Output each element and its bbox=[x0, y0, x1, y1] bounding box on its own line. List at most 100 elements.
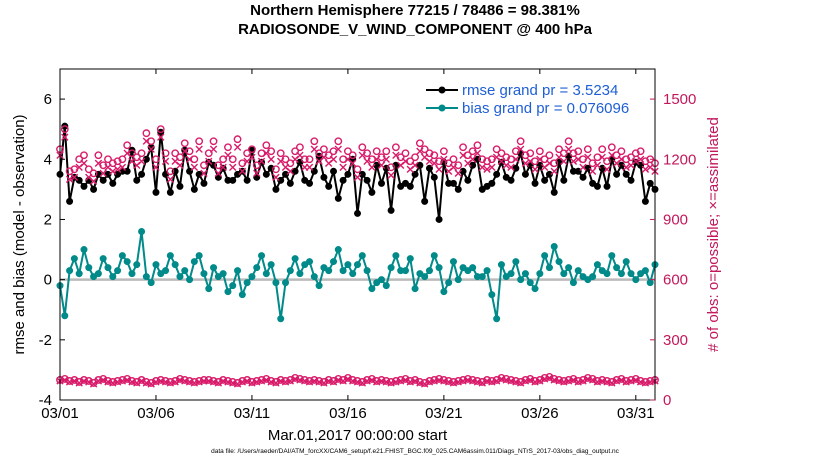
possible-obs-marker bbox=[190, 155, 199, 164]
legend-bias-marker bbox=[438, 104, 446, 112]
assimilated-obs-marker bbox=[440, 155, 448, 163]
cross-stroke bbox=[123, 149, 131, 157]
cross-stroke bbox=[636, 155, 645, 163]
cross-stroke bbox=[516, 379, 525, 387]
cross-stroke bbox=[507, 163, 515, 171]
possible-obs-marker-low bbox=[152, 377, 160, 385]
assimilated-obs-marker bbox=[152, 163, 160, 171]
assimilated-obs-marker bbox=[468, 155, 477, 163]
cross-stroke bbox=[459, 151, 467, 159]
rmse-point bbox=[277, 176, 285, 184]
cross-stroke bbox=[305, 163, 314, 171]
possible-obs-marker bbox=[492, 145, 501, 154]
cross-stroke bbox=[468, 155, 477, 163]
bias-point bbox=[507, 270, 515, 278]
assimilated-obs-marker bbox=[430, 159, 438, 167]
bias-point bbox=[85, 264, 93, 272]
cross-stroke bbox=[233, 143, 242, 151]
possible-obs-marker bbox=[152, 155, 160, 164]
assimilated-obs-marker bbox=[483, 165, 491, 173]
possible-obs-marker bbox=[123, 141, 132, 150]
cross-stroke bbox=[646, 163, 654, 171]
cross-stroke bbox=[560, 378, 568, 386]
possible-obs-marker bbox=[176, 153, 184, 162]
chart-subtitle: RADIOSONDE_V_WIND_COMPONENT @ 400 hPa bbox=[238, 21, 592, 38]
rmse-point bbox=[320, 173, 328, 181]
assimilated-obs-marker bbox=[137, 157, 146, 165]
assimilated-obs-marker-low bbox=[171, 378, 179, 386]
cross-stroke bbox=[85, 173, 93, 182]
possible-obs-marker bbox=[545, 151, 554, 160]
rmse-point bbox=[603, 182, 611, 190]
cross-stroke bbox=[65, 378, 74, 386]
bias-point bbox=[421, 273, 429, 281]
assimilated-obs-marker bbox=[387, 171, 395, 180]
bias-point bbox=[454, 276, 462, 284]
bias-point bbox=[80, 246, 88, 254]
assimilated-obs-marker-low bbox=[526, 376, 534, 384]
assimilated-obs-marker bbox=[123, 149, 131, 157]
assimilated-obs-marker bbox=[109, 167, 117, 176]
legend-bias-label: bias grand pr = 0.076096 bbox=[462, 100, 629, 117]
rmse-point bbox=[541, 176, 549, 184]
cross-stroke bbox=[641, 379, 650, 387]
bias-point bbox=[224, 288, 232, 296]
bias-point bbox=[569, 279, 577, 287]
rmse-point bbox=[589, 179, 597, 187]
assimilated-obs-marker bbox=[478, 163, 486, 171]
rmse-point bbox=[483, 182, 491, 190]
rmse-point bbox=[416, 161, 424, 169]
y-tick-label: 0 bbox=[44, 272, 52, 289]
cross-stroke bbox=[540, 375, 549, 383]
assimilated-obs-marker-low bbox=[344, 375, 352, 383]
bias-point bbox=[171, 261, 179, 269]
possible-obs-marker bbox=[353, 165, 362, 174]
cross-stroke bbox=[89, 177, 98, 186]
bias-point bbox=[449, 258, 457, 266]
plot-frame bbox=[59, 68, 656, 401]
cross-stroke bbox=[181, 147, 189, 155]
possible-obs-marker bbox=[243, 149, 252, 158]
cross-stroke bbox=[593, 161, 602, 169]
possible-obs-marker bbox=[171, 149, 180, 158]
cross-stroke bbox=[329, 155, 338, 163]
assimilated-obs-marker-low bbox=[329, 378, 338, 386]
cross-stroke bbox=[420, 380, 429, 388]
bias-point bbox=[200, 270, 208, 278]
assimilated-obs-marker bbox=[89, 177, 98, 186]
assimilated-obs-marker-low bbox=[233, 380, 242, 388]
rmse-point bbox=[272, 185, 280, 193]
x-tick-label: 03/26 bbox=[521, 405, 559, 422]
bias-point bbox=[574, 267, 582, 275]
bias-point bbox=[435, 264, 443, 272]
possible-obs-marker-low bbox=[238, 377, 247, 385]
cross-stroke bbox=[617, 376, 626, 384]
possible-obs-marker bbox=[574, 147, 583, 156]
cross-stroke bbox=[560, 157, 568, 165]
rmse-point bbox=[622, 170, 630, 178]
bias-point bbox=[598, 267, 606, 275]
bias-point bbox=[603, 270, 611, 278]
bias-point bbox=[186, 276, 194, 284]
cross-stroke bbox=[420, 153, 429, 161]
cross-stroke bbox=[305, 378, 314, 386]
rmse-point bbox=[190, 185, 198, 193]
cross-stroke bbox=[564, 377, 573, 385]
bias-point bbox=[262, 270, 270, 278]
cross-stroke bbox=[406, 378, 414, 386]
assimilated-obs-marker bbox=[229, 163, 237, 171]
possible-obs-marker bbox=[612, 151, 621, 160]
possible-obs-marker bbox=[286, 159, 295, 168]
possible-obs-marker bbox=[387, 163, 395, 172]
possible-obs-marker bbox=[200, 161, 208, 170]
cross-stroke bbox=[372, 155, 381, 163]
cross-stroke bbox=[516, 145, 525, 153]
cross-stroke bbox=[233, 380, 242, 388]
bias-point bbox=[531, 285, 539, 293]
possible-obs-marker bbox=[118, 155, 127, 164]
assimilated-obs-marker-low bbox=[579, 377, 587, 385]
assimilated-obs-marker bbox=[253, 169, 261, 178]
cross-stroke bbox=[382, 155, 390, 163]
assimilated-obs-marker-low bbox=[61, 376, 69, 384]
